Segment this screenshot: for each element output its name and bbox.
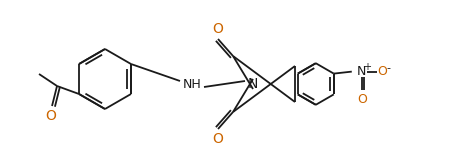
Text: -: - xyxy=(387,63,391,73)
Text: N: N xyxy=(357,65,366,78)
Text: O: O xyxy=(357,93,367,106)
Text: O: O xyxy=(213,132,224,146)
Text: O: O xyxy=(213,22,224,36)
Text: N: N xyxy=(248,77,258,91)
Text: +: + xyxy=(363,62,371,72)
Text: O: O xyxy=(377,65,387,78)
Text: NH: NH xyxy=(183,77,202,91)
Text: O: O xyxy=(45,109,56,123)
